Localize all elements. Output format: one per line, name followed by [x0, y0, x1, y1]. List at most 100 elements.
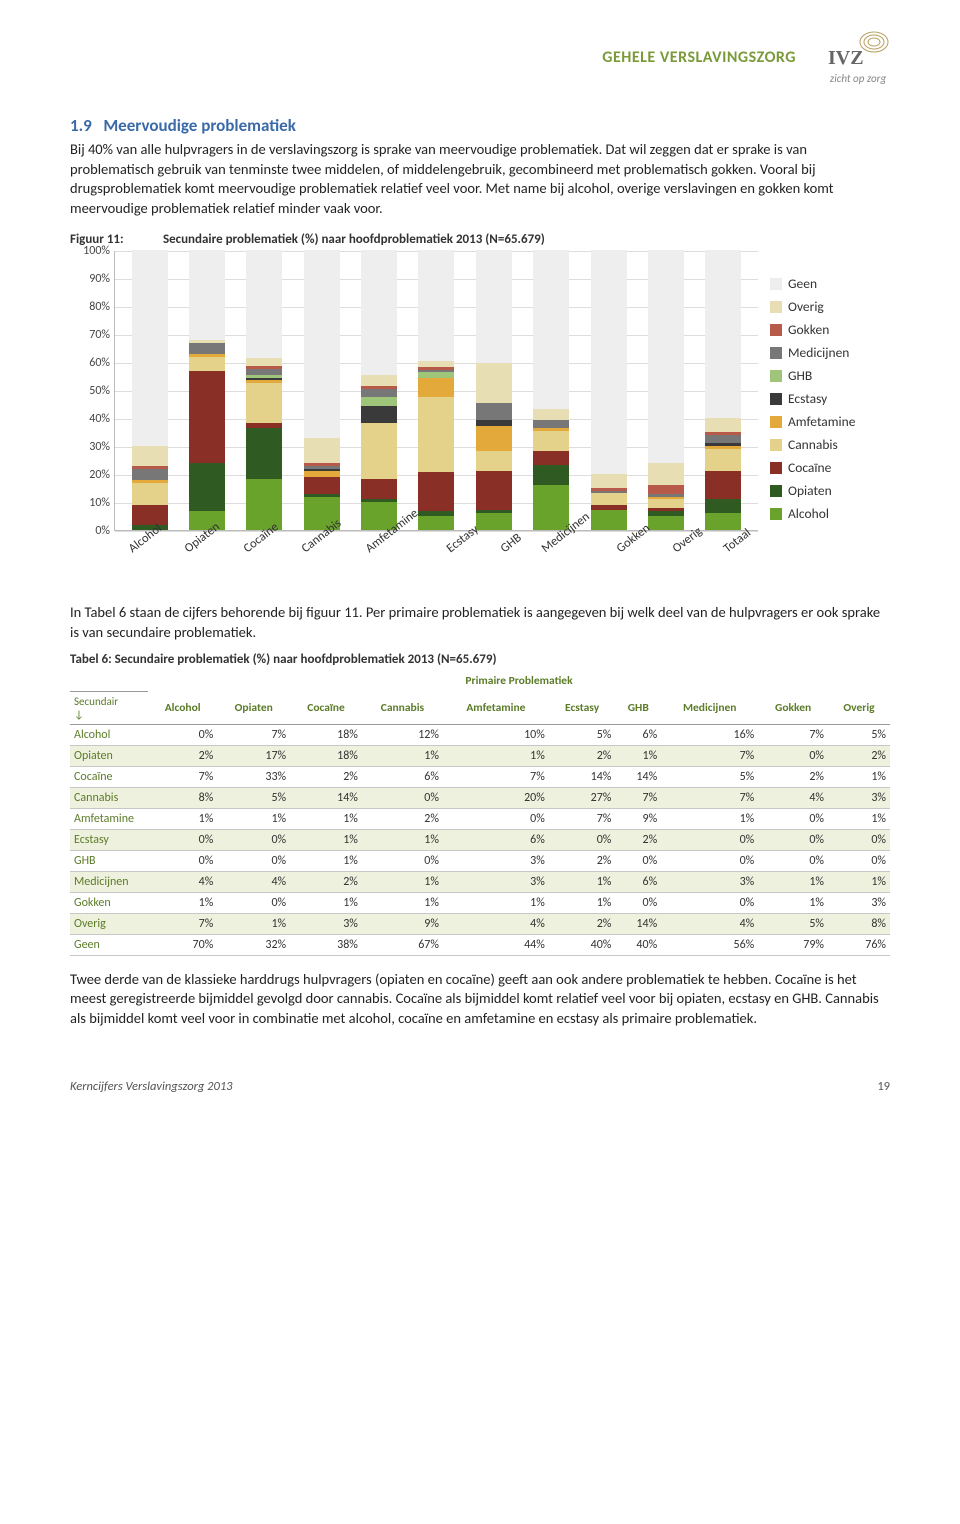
bar-segment — [476, 513, 512, 530]
logo: IVZ zicht op zorg — [826, 30, 890, 85]
table-cell: 1% — [443, 892, 549, 913]
chart-plot-area: 0%10%20%30%40%50%60%70%80%90%100% Alcoho… — [70, 251, 758, 591]
bar-segment — [533, 420, 569, 428]
bar-overig — [648, 250, 684, 530]
bar-segment — [246, 383, 282, 423]
paragraph-3: Twee derde van de klassieke harddrugs hu… — [70, 970, 890, 1029]
table-cell: 7% — [661, 787, 758, 808]
table-cell: 1% — [362, 871, 443, 892]
table-cell: 5% — [549, 724, 616, 745]
bar-segment — [705, 499, 741, 513]
bar-segment — [361, 423, 397, 480]
table-cell: 32% — [217, 934, 290, 955]
table-row: Opiaten2%17%18%1%1%2%1%7%0%2% — [70, 745, 890, 766]
table-row: Overig7%1%3%9%4%2%14%4%5%8% — [70, 913, 890, 934]
table-cell: 0% — [217, 892, 290, 913]
table-column-header: Cannabis — [362, 691, 443, 724]
bar-segment — [361, 389, 397, 397]
table-column-header: GHB — [615, 691, 661, 724]
table-cell: 9% — [362, 913, 443, 934]
bar-amfetamine — [361, 250, 397, 530]
table-cell: 38% — [290, 934, 362, 955]
table-cell: 1% — [661, 808, 758, 829]
table-column-header: Amfetamine — [443, 691, 549, 724]
bar-segment — [189, 250, 225, 340]
table-cell: 3% — [290, 913, 362, 934]
bar-segment — [189, 463, 225, 511]
bar-segment — [246, 358, 282, 366]
table-cell: 12% — [362, 724, 443, 745]
table-cell: 5% — [758, 913, 828, 934]
y-axis-label: 40% — [70, 412, 110, 426]
table-row-header: Cannabis — [70, 787, 148, 808]
table-cell: 1% — [758, 871, 828, 892]
bar-segment — [533, 451, 569, 465]
table-row-header: Ecstasy — [70, 829, 148, 850]
y-axis-label: 70% — [70, 328, 110, 342]
legend-label: Amfetamine — [788, 413, 855, 430]
table-cell: 0% — [758, 808, 828, 829]
table-row-header: Cocaïne — [70, 766, 148, 787]
table-cell: 1% — [828, 808, 890, 829]
table-cell: 1% — [615, 745, 661, 766]
table-row-header: Amfetamine — [70, 808, 148, 829]
table-cell: 7% — [549, 808, 616, 829]
table-caption: Tabel 6: Secundaire problematiek (%) naa… — [70, 652, 890, 667]
table-row: GHB0%0%1%0%3%2%0%0%0%0% — [70, 850, 890, 871]
bar-segment — [246, 479, 282, 530]
table-cell: 0% — [661, 850, 758, 871]
table-row-header: Gokken — [70, 892, 148, 913]
bar-segment — [132, 250, 168, 446]
table-cell: 70% — [148, 934, 217, 955]
bar-segment — [361, 406, 397, 423]
bar-segment — [476, 403, 512, 420]
table-column-header: Gokken — [758, 691, 828, 724]
bar-segment — [705, 513, 741, 530]
bar-segment — [361, 375, 397, 386]
paragraph-2: In Tabel 6 staan de cijfers behorende bi… — [70, 603, 890, 642]
legend-swatch — [770, 508, 782, 520]
legend-swatch — [770, 324, 782, 336]
table-cell: 0% — [549, 829, 616, 850]
bar-segment — [705, 250, 741, 418]
table-cell: 6% — [615, 724, 661, 745]
x-axis-label: Overig — [670, 524, 733, 592]
bar-segment — [648, 516, 684, 530]
table-cell: 40% — [615, 934, 661, 955]
bar-segment — [361, 250, 397, 374]
bar-segment — [591, 493, 627, 504]
table-column-header: Opiaten — [217, 691, 290, 724]
table-row: Geen70%32%38%67%44%40%40%56%79%76% — [70, 934, 890, 955]
logo-text-main: IVZ — [828, 47, 864, 69]
table-cell: 4% — [148, 871, 217, 892]
section-heading: 1.9 Meervoudige problematiek — [70, 115, 890, 136]
table-cell: 18% — [290, 745, 362, 766]
bar-segment — [705, 449, 741, 471]
bar-opiaten — [189, 250, 225, 530]
logo-icon: IVZ — [826, 30, 890, 70]
legend-label: Opiaten — [788, 482, 832, 499]
table-cell: 1% — [290, 892, 362, 913]
table-cell: 0% — [362, 787, 443, 808]
page-header: GEHELE VERSLAVINGSZORG IVZ zicht op zorg — [70, 30, 890, 85]
table-cell: 14% — [615, 913, 661, 934]
table-cell: 7% — [661, 745, 758, 766]
legend-swatch — [770, 370, 782, 382]
legend-swatch — [770, 301, 782, 313]
legend-item: Medicijnen — [770, 344, 890, 361]
table-cell: 7% — [148, 913, 217, 934]
table-cell: 1% — [217, 808, 290, 829]
legend-label: Ecstasy — [788, 390, 827, 407]
bar-gokken — [591, 250, 627, 530]
table-cell: 0% — [615, 892, 661, 913]
table-cell: 0% — [758, 850, 828, 871]
bar-segment — [533, 431, 569, 451]
x-axis-label: Totaal — [721, 526, 782, 592]
bar-segment — [591, 474, 627, 488]
bar-segment — [361, 397, 397, 405]
table-row-header: Alcohol — [70, 724, 148, 745]
table-cell: 6% — [443, 829, 549, 850]
table-column-header: Medicijnen — [661, 691, 758, 724]
table-cell: 1% — [362, 745, 443, 766]
table-row-header: Opiaten — [70, 745, 148, 766]
